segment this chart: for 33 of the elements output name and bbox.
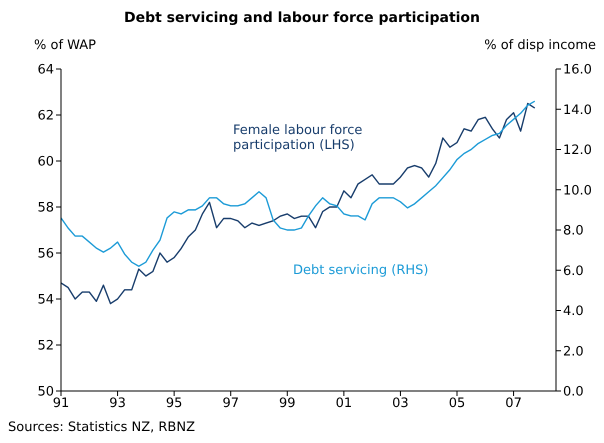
chart-title: Debt servicing and labour force participation (122, 10, 482, 26)
x-tick-label: 01 (336, 396, 352, 412)
y-tick-label: 58 (37, 200, 54, 216)
y2-tick-label: 4.0 (563, 304, 584, 320)
source-note: Sources: Statistics NZ, RBNZ (8, 420, 195, 435)
x-tick-label: 05 (448, 396, 466, 412)
series-label: Female labour force participation (LHS) (233, 123, 364, 153)
line-series (61, 102, 536, 304)
x-tick-label: 07 (505, 396, 522, 412)
y2-tick-label: 6.0 (563, 264, 584, 279)
y2-axis-title: % of disp income (484, 38, 596, 53)
y2-tick-label: 2.0 (563, 344, 584, 360)
y2-tick-label: 8.0 (563, 224, 584, 239)
y-tick-label: 50 (37, 384, 54, 400)
y2-tick-label: 0.0 (563, 384, 584, 400)
y-tick-label: 62 (37, 108, 54, 124)
x-tick-label: 95 (166, 396, 182, 412)
y2-tick-label: 16.0 (563, 62, 592, 78)
text: Debt servicing (RHS) (293, 263, 430, 278)
y2-tick-label: 14.0 (563, 102, 592, 118)
y-tick-label: 60 (37, 154, 54, 170)
y-tick-label: 56 (37, 246, 54, 262)
y-tick-label: 54 (37, 292, 54, 308)
y-tick-label: 64 (37, 62, 54, 78)
x-tick-label: 97 (222, 396, 239, 412)
y2-tick-label: 12.0 (563, 143, 592, 158)
x-tick-label: 91 (52, 396, 70, 412)
y-tick-label: 52 (37, 338, 54, 354)
x-tick-label: 93 (109, 396, 126, 412)
x-tick-label: 99 (279, 396, 296, 412)
y2-tick-label: 10.0 (563, 183, 592, 198)
y-axis-title: % of WAP (34, 38, 96, 53)
x-tick-label: 03 (392, 396, 409, 412)
